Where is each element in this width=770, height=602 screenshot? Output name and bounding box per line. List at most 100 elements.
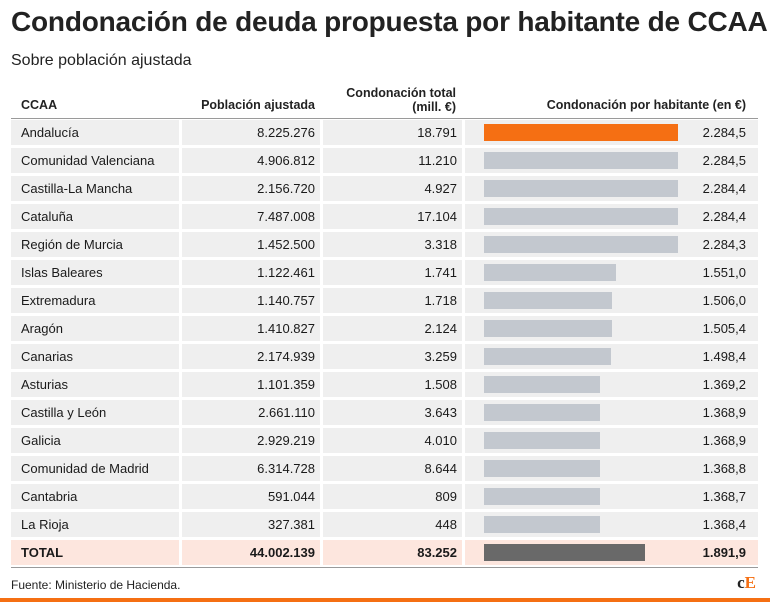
header-ccaa: CCAA (21, 98, 58, 112)
per-capita-bar (484, 432, 600, 449)
table-row: Asturias 1.101.359 1.508 1.369,2 (11, 372, 758, 397)
per-capita-bar (484, 124, 678, 141)
table-row: Extremadura 1.140.757 1.718 1.506,0 (11, 288, 758, 313)
condonacion-total-cell: 3.259 (323, 344, 462, 369)
ccaa-cell: Canarias (11, 344, 179, 369)
per-capita-cell: 1.506,0 (465, 288, 758, 313)
per-capita-cell: 1.368,4 (465, 512, 758, 537)
table-row: Andalucía 8.225.276 18.791 2.284,5 (11, 120, 758, 145)
per-capita-value: 1.368,9 (702, 405, 746, 420)
condonacion-total-cell: 2.124 (323, 316, 462, 341)
ccaa-cell: Castilla-La Mancha (11, 176, 179, 201)
poblacion-cell: 2.174.939 (182, 344, 320, 369)
table-row: Castilla y León 2.661.110 3.643 1.368,9 (11, 400, 758, 425)
poblacion-cell: 591.044 (182, 484, 320, 509)
condonacion-total-cell: 4.010 (323, 428, 462, 453)
condonacion-total-cell: 448 (323, 512, 462, 537)
per-capita-value: 2.284,5 (702, 125, 746, 140)
source-note: Fuente: Ministerio de Hacienda. (11, 578, 181, 592)
condonacion-total-cell: 1.741 (323, 260, 462, 285)
per-capita-value: 1.551,0 (702, 265, 746, 280)
per-capita-value: 2.284,3 (702, 237, 746, 252)
ccaa-cell: Comunidad Valenciana (11, 148, 179, 173)
per-capita-bar (484, 376, 600, 393)
poblacion-cell: 1.410.827 (182, 316, 320, 341)
per-capita-bar (484, 460, 600, 477)
condonacion-total-cell: 3.318 (323, 232, 462, 257)
publisher-logo: cE (737, 573, 756, 593)
condonacion-total-cell: 8.644 (323, 456, 462, 481)
poblacion-cell: 1.140.757 (182, 288, 320, 313)
header-condonacion-total-line2: (mill. €) (412, 100, 456, 114)
condonacion-total-cell: 11.210 (323, 148, 462, 173)
table-row: Comunidad de Madrid 6.314.728 8.644 1.368,8 (11, 456, 758, 481)
per-capita-cell: 2.284,4 (465, 204, 758, 229)
per-capita-bar (484, 320, 612, 337)
per-capita-cell: 1.498,4 (465, 344, 758, 369)
condonacion-total-cell: 1.508 (323, 372, 462, 397)
per-capita-cell: 1.368,9 (465, 428, 758, 453)
per-capita-cell: 2.284,5 (465, 120, 758, 145)
header-por-habitante: Condonación por habitante (en €) (546, 98, 746, 112)
per-capita-bar (484, 488, 600, 505)
ccaa-cell: TOTAL (11, 540, 179, 565)
ccaa-cell: Comunidad de Madrid (11, 456, 179, 481)
per-capita-value: 1.506,0 (702, 293, 746, 308)
per-capita-bar (484, 348, 611, 365)
per-capita-value: 1.368,7 (702, 489, 746, 504)
total-row: TOTAL 44.002.139 83.252 1.891,9 (11, 540, 758, 565)
ccaa-cell: La Rioja (11, 512, 179, 537)
per-capita-cell: 2.284,4 (465, 176, 758, 201)
table-row: Galicia 2.929.219 4.010 1.368,9 (11, 428, 758, 453)
table-row: Aragón 1.410.827 2.124 1.505,4 (11, 316, 758, 341)
poblacion-cell: 1.122.461 (182, 260, 320, 285)
condonacion-total-cell: 1.718 (323, 288, 462, 313)
footer-divider (11, 567, 758, 568)
table-row: Comunidad Valenciana 4.906.812 11.210 2.284… (11, 148, 758, 173)
header-poblacion: Población ajustada (201, 98, 315, 112)
table-row: Canarias 2.174.939 3.259 1.498,4 (11, 344, 758, 369)
footer-accent-line (0, 598, 770, 602)
per-capita-cell: 1.891,9 (465, 540, 758, 565)
table-row: Cantabria 591.044 809 1.368,7 (11, 484, 758, 509)
per-capita-bar (484, 236, 678, 253)
poblacion-cell: 1.101.359 (182, 372, 320, 397)
per-capita-value: 1.369,2 (702, 377, 746, 392)
per-capita-value: 1.368,8 (702, 461, 746, 476)
poblacion-cell: 44.002.139 (182, 540, 320, 565)
ccaa-cell: Aragón (11, 316, 179, 341)
ccaa-cell: Castilla y León (11, 400, 179, 425)
header-divider (11, 118, 758, 119)
total-bar (484, 544, 645, 561)
poblacion-cell: 2.156.720 (182, 176, 320, 201)
per-capita-cell: 1.551,0 (465, 260, 758, 285)
condonacion-total-cell: 4.927 (323, 176, 462, 201)
header-condonacion-total-line1: Condonación total (346, 86, 456, 100)
chart-subtitle: Sobre población ajustada (11, 52, 192, 69)
per-capita-bar (484, 208, 678, 225)
per-capita-value: 2.284,4 (702, 209, 746, 224)
per-capita-cell: 2.284,5 (465, 148, 758, 173)
poblacion-cell: 2.929.219 (182, 428, 320, 453)
per-capita-cell: 1.505,4 (465, 316, 758, 341)
per-capita-cell: 1.368,7 (465, 484, 758, 509)
ccaa-cell: Cataluña (11, 204, 179, 229)
per-capita-cell: 1.368,9 (465, 400, 758, 425)
per-capita-cell: 2.284,3 (465, 232, 758, 257)
ccaa-cell: Región de Murcia (11, 232, 179, 257)
ccaa-cell: Extremadura (11, 288, 179, 313)
per-capita-bar (484, 404, 600, 421)
condonacion-total-cell: 809 (323, 484, 462, 509)
per-capita-value: 1.498,4 (702, 349, 746, 364)
condonacion-total-cell: 17.104 (323, 204, 462, 229)
table-row: Región de Murcia 1.452.500 3.318 2.284,3 (11, 232, 758, 257)
poblacion-cell: 7.487.008 (182, 204, 320, 229)
table-row: Cataluña 7.487.008 17.104 2.284,4 (11, 204, 758, 229)
table-row: Castilla-La Mancha 2.156.720 4.927 2.284,4 (11, 176, 758, 201)
poblacion-cell: 6.314.728 (182, 456, 320, 481)
header-condonacion-total: Condonación total (mill. €) (346, 86, 456, 114)
per-capita-bar (484, 516, 600, 533)
per-capita-value: 1.505,4 (702, 321, 746, 336)
per-capita-value: 1.368,4 (702, 517, 746, 532)
ccaa-cell: Andalucía (11, 120, 179, 145)
